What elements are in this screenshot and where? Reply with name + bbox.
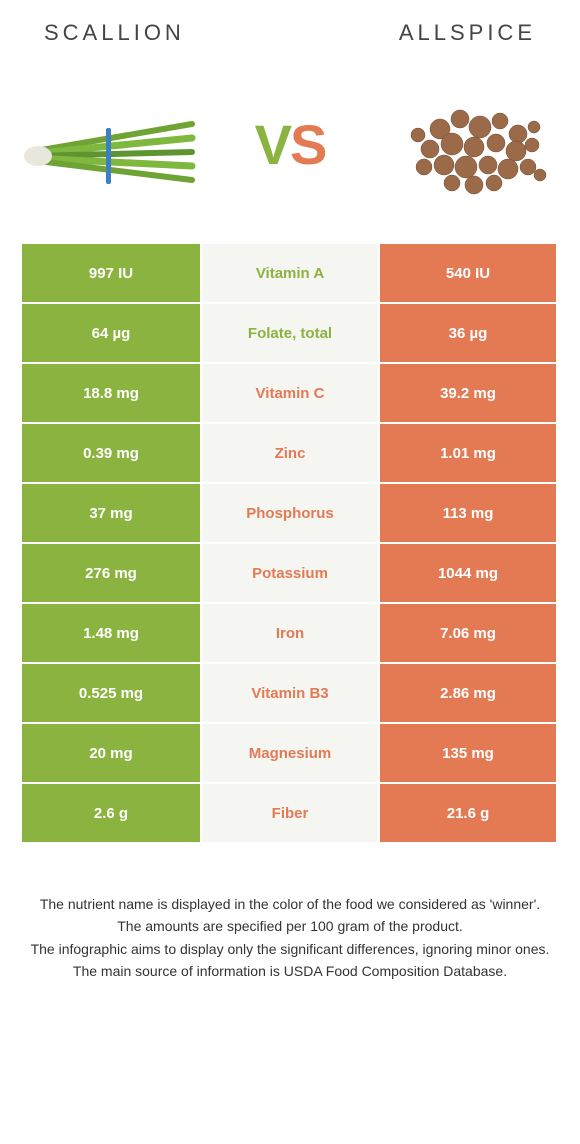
table-row: 20 mgMagnesium135 mg [22,724,558,784]
right-value: 39.2 mg [378,364,556,422]
footer-line-3: The infographic aims to display only the… [30,939,550,959]
nutrient-name: Iron [200,604,378,662]
left-value: 0.525 mg [22,664,200,722]
table-row: 0.525 mgVitamin B32.86 mg [22,664,558,724]
nutrient-name: Magnesium [200,724,378,782]
left-value: 18.8 mg [22,364,200,422]
nutrient-name: Vitamin A [200,244,378,302]
nutrient-name: Vitamin C [200,364,378,422]
header-row: SCALLION ALLSPICE [0,0,580,56]
right-value: 1.01 mg [378,424,556,482]
footer-line-1: The nutrient name is displayed in the co… [30,894,550,914]
table-row: 1.48 mgIron7.06 mg [22,604,558,664]
left-value: 997 IU [22,244,200,302]
right-value: 135 mg [378,724,556,782]
left-value: 0.39 mg [22,424,200,482]
vs-v: V [255,113,290,176]
right-value: 21.6 g [378,784,556,842]
vs-label: VS [255,112,326,177]
table-row: 2.6 gFiber21.6 g [22,784,558,844]
right-value: 2.86 mg [378,664,556,722]
allspice-image [380,84,560,204]
nutrient-name: Phosphorus [200,484,378,542]
right-value: 540 IU [378,244,556,302]
nutrient-name: Vitamin B3 [200,664,378,722]
right-value: 113 mg [378,484,556,542]
footer-notes: The nutrient name is displayed in the co… [30,894,550,981]
vs-s: S [290,113,325,176]
right-food-title: ALLSPICE [399,20,536,46]
footer-line-2: The amounts are specified per 100 gram o… [30,916,550,936]
left-value: 37 mg [22,484,200,542]
nutrient-table: 997 IUVitamin A540 IU64 µgFolate, total3… [22,244,558,844]
nutrient-name: Zinc [200,424,378,482]
right-value: 1044 mg [378,544,556,602]
table-row: 64 µgFolate, total36 µg [22,304,558,364]
left-value: 2.6 g [22,784,200,842]
table-row: 37 mgPhosphorus113 mg [22,484,558,544]
left-food-title: SCALLION [44,20,185,46]
left-value: 276 mg [22,544,200,602]
table-row: 0.39 mgZinc1.01 mg [22,424,558,484]
footer-line-4: The main source of information is USDA F… [30,961,550,981]
right-value: 36 µg [378,304,556,362]
right-value: 7.06 mg [378,604,556,662]
left-value: 64 µg [22,304,200,362]
nutrient-name: Folate, total [200,304,378,362]
nutrient-name: Fiber [200,784,378,842]
nutrient-name: Potassium [200,544,378,602]
table-row: 18.8 mgVitamin C39.2 mg [22,364,558,424]
left-value: 20 mg [22,724,200,782]
image-row: VS [0,56,580,244]
table-row: 997 IUVitamin A540 IU [22,244,558,304]
table-row: 276 mgPotassium1044 mg [22,544,558,604]
left-value: 1.48 mg [22,604,200,662]
scallion-image [20,84,200,204]
